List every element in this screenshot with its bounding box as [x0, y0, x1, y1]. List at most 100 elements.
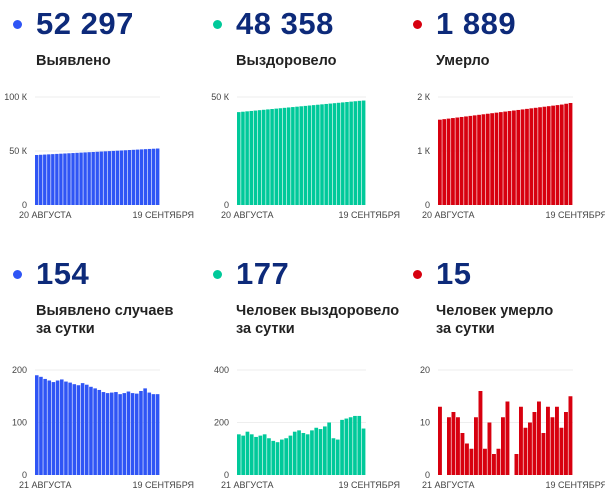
bar	[474, 417, 478, 475]
bar	[295, 106, 299, 205]
bar	[274, 108, 279, 205]
bar	[542, 106, 547, 205]
bar	[286, 107, 291, 205]
stat-value: 154	[36, 256, 90, 291]
bar	[507, 111, 512, 205]
panel-recovered: 48 358 Выздоровело	[200, 0, 400, 240]
bar	[460, 433, 465, 475]
bar	[492, 454, 496, 475]
bar	[361, 100, 366, 205]
bar	[80, 383, 85, 475]
bar	[118, 394, 122, 475]
bar	[83, 152, 87, 205]
bar	[39, 154, 43, 205]
bar	[472, 115, 477, 205]
bar	[76, 385, 81, 475]
stat-value: 52 297	[36, 6, 134, 41]
bar	[551, 105, 555, 205]
bar	[35, 375, 39, 475]
bar	[299, 106, 303, 205]
bar	[438, 406, 442, 475]
bar	[305, 434, 310, 475]
bar	[135, 393, 139, 475]
bar	[520, 109, 525, 205]
bar	[110, 392, 114, 475]
bar	[538, 107, 542, 205]
bar	[469, 448, 474, 475]
bar	[564, 103, 569, 205]
legend-dot-icon	[13, 270, 22, 279]
bar	[477, 114, 481, 205]
bar	[361, 428, 366, 475]
bar	[465, 443, 469, 475]
bar	[568, 102, 573, 205]
bar	[541, 433, 546, 475]
y-tick-label: 0	[22, 470, 27, 480]
bar	[135, 149, 140, 205]
y-tick-label: 10	[420, 418, 430, 428]
legend-dot-icon	[413, 20, 422, 29]
bar	[564, 412, 568, 475]
y-tick-label: 50 К	[211, 92, 230, 102]
bar	[241, 435, 245, 475]
bar	[519, 406, 523, 475]
panel-detected: 52 297 Выявлено	[0, 0, 200, 240]
bar	[101, 392, 106, 475]
bar	[353, 415, 357, 475]
bar	[143, 388, 147, 475]
bar	[63, 153, 67, 205]
y-tick-label: 100	[12, 418, 27, 428]
legend-dot-icon	[213, 270, 222, 279]
bar	[523, 427, 528, 475]
legend-dot-icon	[213, 20, 222, 29]
bar	[91, 151, 95, 205]
bar	[107, 151, 112, 205]
stat-label: Выявлено	[36, 53, 111, 69]
bar	[345, 102, 349, 205]
bar	[103, 151, 107, 205]
bar	[79, 152, 83, 205]
bar	[357, 100, 362, 205]
bar	[71, 153, 75, 205]
bar	[559, 427, 564, 475]
bar	[55, 153, 59, 205]
bar	[245, 431, 250, 475]
bar	[147, 148, 152, 205]
bar	[331, 438, 336, 475]
bar	[143, 149, 148, 205]
stat-value: 177	[236, 256, 290, 291]
bar	[555, 406, 559, 475]
bar	[266, 109, 270, 205]
x-tick-label: 19 СЕНТЯБРЯ	[338, 210, 400, 220]
stat-label: Умерло	[436, 53, 490, 69]
stat-label: за сутки	[436, 321, 495, 337]
bar	[341, 102, 345, 205]
bar	[151, 148, 156, 205]
bar	[245, 111, 249, 205]
bar	[261, 109, 266, 205]
stat-label: Человек выздоровело	[236, 303, 400, 319]
bar	[528, 422, 532, 475]
bar	[95, 151, 99, 205]
bar	[155, 394, 160, 475]
bar	[451, 118, 455, 205]
y-tick-label: 100 К	[4, 92, 28, 102]
bar	[280, 439, 284, 475]
bar	[311, 105, 316, 205]
y-tick-label: 2 К	[417, 92, 431, 102]
bar	[131, 149, 136, 205]
bar	[126, 391, 131, 475]
stat-label: Человек умерло	[436, 303, 554, 319]
bar	[43, 154, 47, 205]
panel-recovered-daily: 177 Человек выздоровело за сутки	[200, 250, 400, 490]
bar	[282, 107, 287, 205]
bar	[490, 113, 495, 205]
y-tick-label: 20	[420, 365, 430, 375]
bar	[327, 422, 331, 475]
bar	[257, 110, 262, 205]
x-tick-label: 19 СЕНТЯБРЯ	[132, 480, 194, 490]
bar	[442, 119, 447, 205]
bar	[72, 384, 77, 475]
bar	[301, 433, 306, 475]
